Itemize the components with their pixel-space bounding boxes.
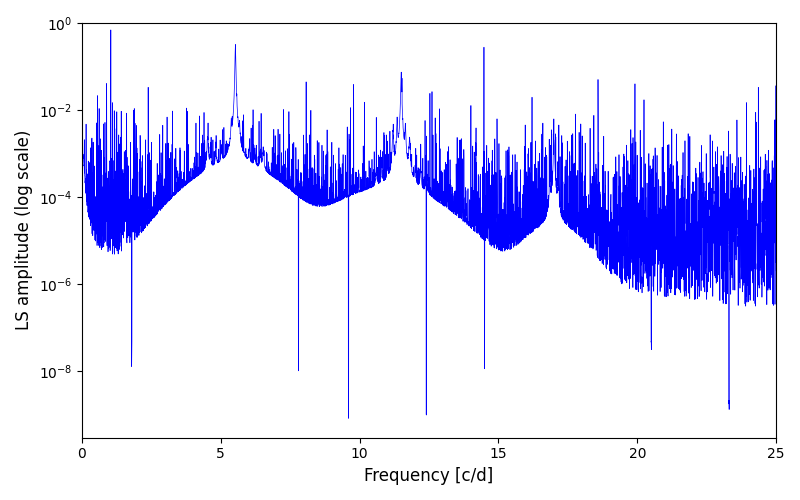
X-axis label: Frequency [c/d]: Frequency [c/d] <box>364 467 494 485</box>
Y-axis label: LS amplitude (log scale): LS amplitude (log scale) <box>15 130 33 330</box>
